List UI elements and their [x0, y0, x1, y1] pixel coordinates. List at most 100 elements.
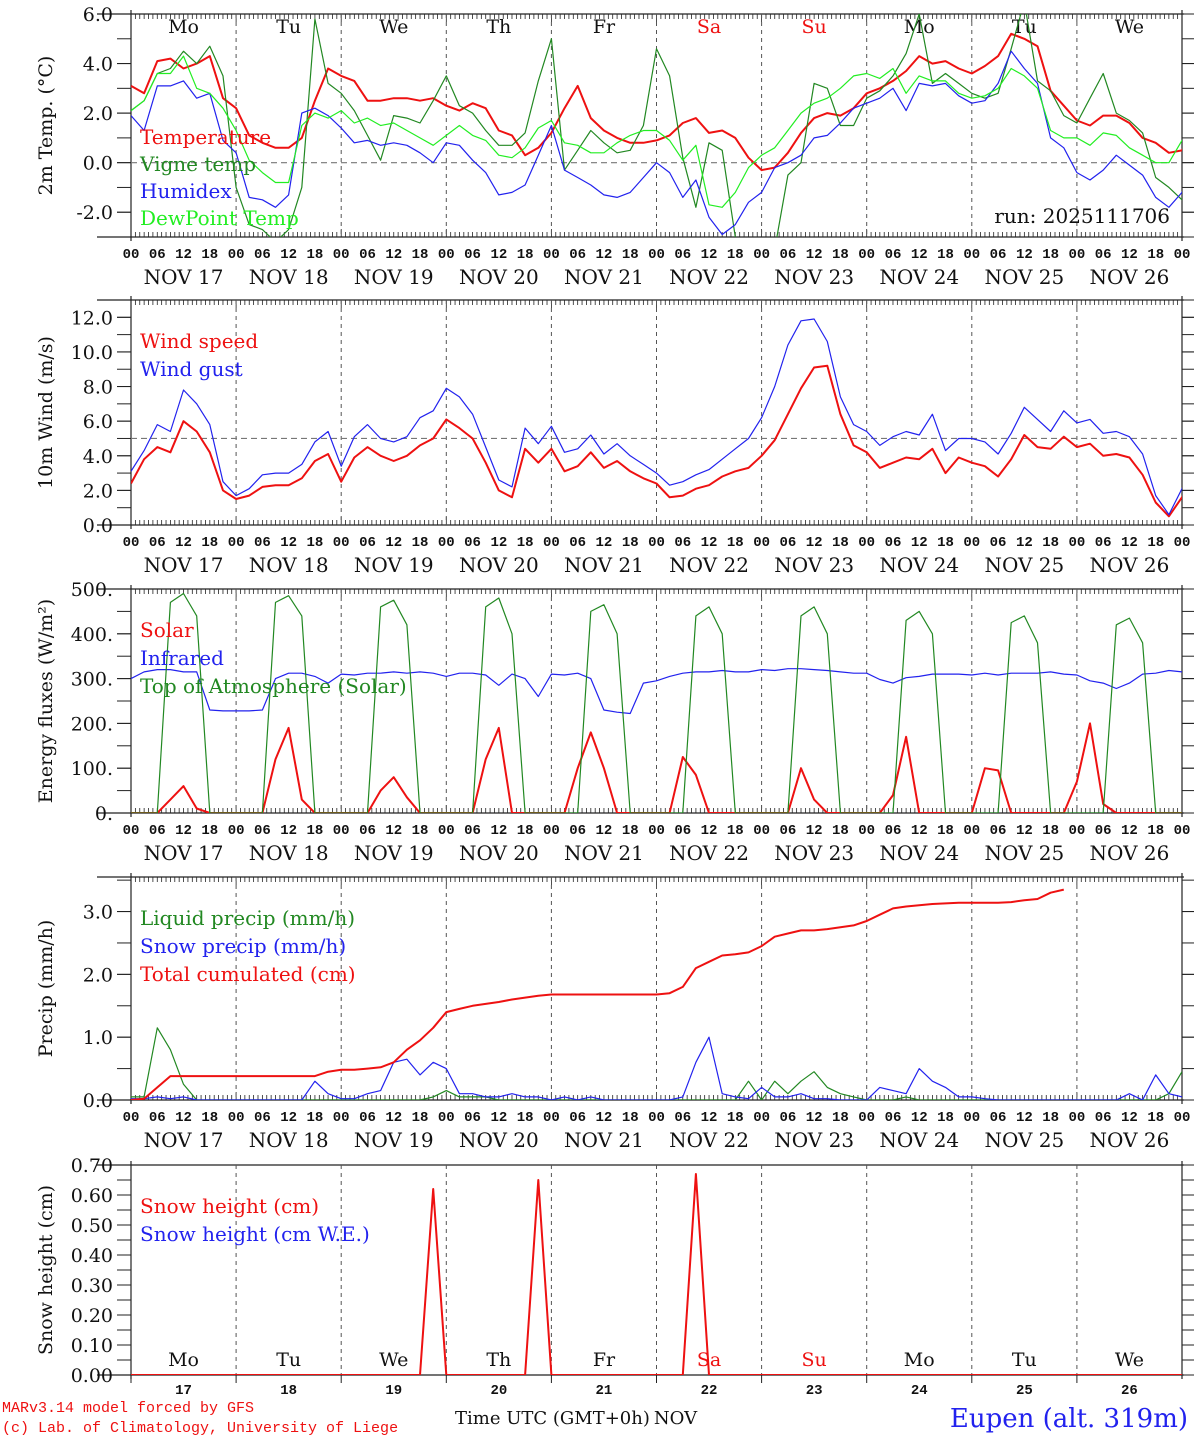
hour-tick-label: 00: [228, 823, 245, 839]
date-label: NOV 20: [459, 841, 539, 865]
hour-tick-label: 18: [832, 823, 849, 839]
date-label: NOV 21: [564, 553, 644, 577]
month-label: NOV: [653, 1408, 698, 1429]
ytick-label: 0.: [95, 803, 113, 825]
hour-tick-label: 00: [963, 823, 980, 839]
hour-tick-label: 12: [1121, 1110, 1138, 1126]
hour-tick-label: 18: [832, 535, 849, 551]
date-label: NOV 18: [249, 1128, 329, 1152]
hour-tick-label: 12: [911, 247, 928, 263]
y-axis-label: 10m Wind (m/s): [35, 336, 57, 489]
weekday-label: Mo: [168, 16, 199, 38]
hour-tick-label: 06: [359, 535, 376, 551]
hour-tick-label: 00: [123, 535, 140, 551]
weekday-label: Su: [802, 1349, 827, 1371]
hour-tick-label: 06: [464, 535, 481, 551]
panel-5: 0.70 0.60 0.50 0.40 0.30 0.20 0.10 0.00 Snow hei…: [35, 1155, 1194, 1399]
ytick-label: 1.0: [83, 1027, 113, 1049]
hour-tick-label: 06: [885, 823, 902, 839]
legend-entry: Vigne temp: [139, 152, 256, 176]
weekday-label: Tu: [276, 1349, 301, 1371]
hour-tick-label: 18: [307, 823, 324, 839]
date-label: NOV 22: [669, 265, 749, 289]
hour-tick-label: 06: [674, 823, 691, 839]
hour-tick-label: 06: [885, 535, 902, 551]
hour-tick-label: 18: [412, 247, 429, 263]
hour-tick-label: 12: [806, 535, 823, 551]
panel-3: 500. 400. 300. 200. 100. 0. Energy fluxes (W/m…: [35, 579, 1194, 865]
date-label: NOV 17: [144, 265, 224, 289]
weekday-label: Tu: [1012, 1349, 1037, 1371]
hour-tick-label: 06: [464, 1110, 481, 1126]
date-label: NOV 20: [459, 1128, 539, 1152]
hour-tick-label: 12: [701, 535, 718, 551]
hour-tick-label: 12: [1016, 823, 1033, 839]
date-label: NOV 23: [774, 553, 854, 577]
series-line-vigne-temp: [131, 14, 1182, 237]
hour-tick-label: 12: [175, 247, 192, 263]
legend-entry: Total cumulated (cm): [140, 962, 356, 986]
legend-entry: Infrared: [140, 646, 224, 670]
hour-tick-label: 06: [254, 247, 271, 263]
series-line-solar: [131, 722, 1182, 813]
time-axis-label: Time UTC (GMT+0h) NOV: [455, 1408, 697, 1430]
hour-tick-label: 12: [806, 247, 823, 263]
hour-tick-label: 00: [333, 1110, 350, 1126]
day-number-label: 18: [280, 1383, 297, 1399]
hour-tick-label: 00: [1068, 1110, 1085, 1126]
ytick-label: 0.60: [71, 1185, 113, 1207]
hour-tick-label: 18: [622, 823, 639, 839]
ytick-label: 10.0: [71, 342, 113, 364]
series-line-wind-speed: [131, 364, 1182, 518]
hour-tick-label: 00: [438, 247, 455, 263]
hour-tick-label: 12: [1121, 247, 1138, 263]
time-axis-text: Time UTC (GMT+0h): [455, 1408, 650, 1429]
y-axis-label: Energy fluxes (W/m²): [35, 599, 57, 803]
series-line-dewpoint-temp: [131, 55, 1182, 208]
date-label: NOV 26: [1090, 553, 1170, 577]
hour-tick-label: 18: [517, 247, 534, 263]
hour-tick-label: 00: [1068, 247, 1085, 263]
ytick-label: 0.30: [71, 1275, 113, 1297]
hour-tick-label: 12: [911, 1110, 928, 1126]
weekday-label: Th: [486, 16, 511, 38]
date-label: NOV 17: [144, 553, 224, 577]
hour-tick-label: 18: [727, 535, 744, 551]
ytick-label: 100.: [71, 758, 113, 780]
hour-tick-label: 12: [701, 823, 718, 839]
hour-tick-label: 00: [1174, 1110, 1191, 1126]
date-label: NOV 25: [984, 265, 1064, 289]
hour-tick-label: 12: [385, 823, 402, 839]
ytick-label: 0.10: [71, 1335, 113, 1357]
series-line-humidex: [131, 50, 1182, 236]
hour-tick-label: 18: [1147, 535, 1164, 551]
hour-tick-label: 18: [412, 535, 429, 551]
hour-tick-label: 00: [438, 1110, 455, 1126]
hour-tick-label: 18: [622, 535, 639, 551]
hour-tick-label: 00: [333, 247, 350, 263]
hour-tick-label: 06: [1095, 535, 1112, 551]
ytick-label: 4.0: [83, 54, 113, 76]
date-label: NOV 25: [984, 553, 1064, 577]
date-label: NOV 21: [564, 1128, 644, 1152]
date-label: NOV 19: [354, 1128, 434, 1152]
date-label: NOV 26: [1090, 841, 1170, 865]
hour-tick-label: 18: [1042, 535, 1059, 551]
hour-tick-label: 12: [806, 1110, 823, 1126]
date-label: NOV 22: [669, 841, 749, 865]
hour-tick-label: 06: [254, 823, 271, 839]
hour-tick-label: 00: [1174, 823, 1191, 839]
hour-tick-label: 06: [1095, 823, 1112, 839]
weekday-label: We: [1115, 1349, 1144, 1371]
panel-2: 12.0 10.0 8.0 6.0 4.0 2.0 0.0 10m Wind (m/s) 00 0…: [35, 296, 1194, 577]
hour-tick-label: 00: [753, 535, 770, 551]
hour-tick-label: 18: [1147, 823, 1164, 839]
hour-tick-label: 06: [569, 535, 586, 551]
date-label: NOV 26: [1090, 265, 1170, 289]
hour-tick-label: 18: [1042, 823, 1059, 839]
ytick-label: 0.40: [71, 1245, 113, 1267]
legend-entry: Liquid precip (mm/h): [140, 906, 355, 930]
legend-entry: Temperature: [140, 125, 271, 149]
hour-tick-label: 18: [622, 1110, 639, 1126]
